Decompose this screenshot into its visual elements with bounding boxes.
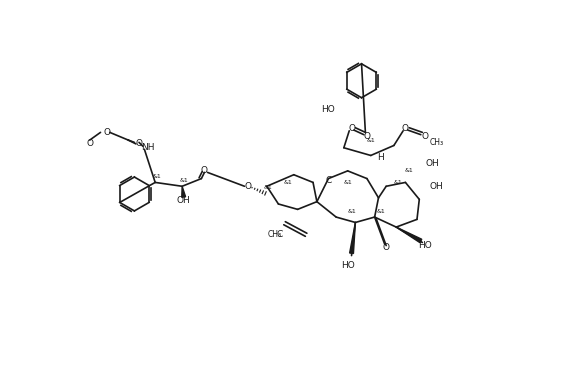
Text: O: O [201, 166, 208, 175]
Text: HO: HO [322, 105, 335, 114]
Text: O: O [244, 182, 251, 191]
Text: CH₃: CH₃ [429, 138, 443, 147]
Text: C: C [325, 177, 332, 185]
Text: OH: OH [426, 159, 439, 168]
Text: O: O [421, 132, 428, 141]
Text: C: C [277, 229, 283, 239]
Text: HO: HO [341, 261, 354, 270]
Text: &1: &1 [284, 180, 293, 185]
Text: &1: &1 [264, 185, 273, 190]
Text: &1: &1 [377, 209, 385, 214]
Text: O: O [382, 243, 389, 253]
Text: &1: &1 [153, 174, 162, 179]
Text: &1: &1 [180, 178, 189, 183]
Text: O: O [135, 139, 142, 149]
Text: OH: OH [177, 196, 191, 204]
Text: OH: OH [429, 182, 443, 191]
Text: H: H [377, 153, 384, 162]
Text: O: O [103, 128, 110, 137]
Text: O: O [86, 139, 93, 149]
Text: HO: HO [418, 241, 431, 250]
Text: &1: &1 [366, 138, 375, 143]
Polygon shape [396, 227, 422, 243]
Polygon shape [350, 223, 356, 254]
Text: NH: NH [141, 143, 154, 152]
Text: O: O [348, 124, 355, 133]
Text: &1: &1 [343, 180, 352, 185]
Text: O: O [363, 132, 370, 141]
Text: &1: &1 [405, 168, 414, 174]
Text: CH₃: CH₃ [268, 230, 282, 239]
Text: &1: &1 [347, 209, 356, 214]
Polygon shape [182, 186, 185, 197]
Text: O: O [402, 124, 409, 133]
Text: &1: &1 [394, 180, 402, 185]
